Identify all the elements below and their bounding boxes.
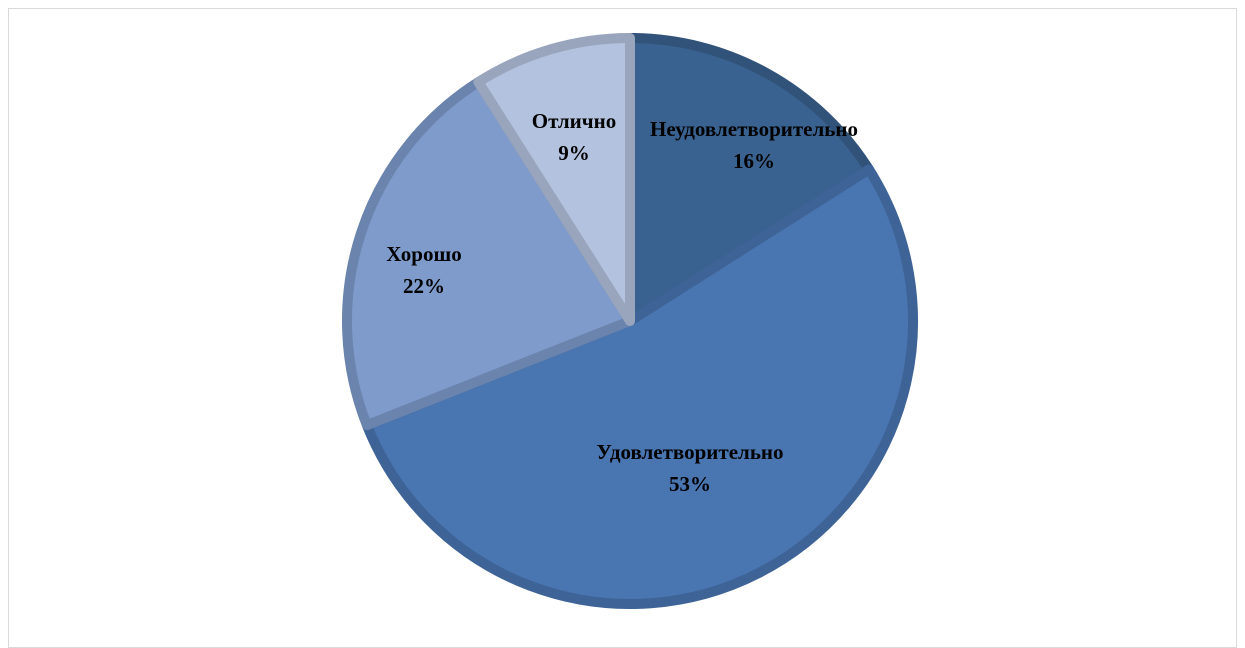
slice-category-label: Хорошо — [386, 242, 461, 266]
slice-label-1: Неудовлетворительно 16% — [650, 117, 858, 173]
pie-chart: Неудовлетворительно 16% Удовлетворительно 5… — [342, 33, 918, 609]
slice-percent-label: 22% — [403, 274, 445, 298]
slice-percent-label: 9% — [558, 141, 590, 165]
slice-percent-label: 16% — [733, 149, 775, 173]
pie-labels: Неудовлетворительно 16% Удовлетворительно 5… — [386, 109, 858, 496]
slice-category-label: Удовлетворительно — [596, 440, 783, 464]
slice-category-label: Отлично — [532, 109, 616, 133]
pie-slice-4 — [473, 33, 635, 326]
slice-label-4: Отлично 9% — [532, 109, 616, 165]
slice-category-label: Неудовлетворительно — [650, 117, 858, 141]
slice-label-3: Хорошо 22% — [386, 242, 461, 298]
pie-slices — [342, 33, 918, 609]
slice-percent-label: 53% — [669, 472, 711, 496]
pie-slice-3 — [342, 77, 635, 431]
pie-slice-2 — [361, 164, 918, 609]
pie-slice-1 — [625, 33, 874, 326]
slice-label-2: Удовлетворительно 53% — [596, 440, 783, 496]
